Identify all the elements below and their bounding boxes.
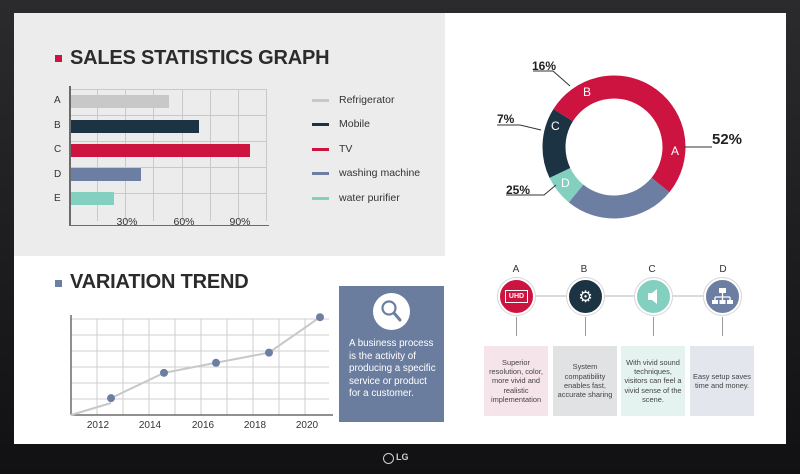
callout-line-c xyxy=(497,124,542,131)
category-label: B xyxy=(54,120,61,131)
trend-year-label: 2016 xyxy=(191,420,215,431)
bar-b xyxy=(71,120,199,133)
legend-swatch xyxy=(312,197,329,200)
title-marker xyxy=(55,55,62,62)
display-screen: SALES STATISTICS GRAPH A B C D E 30% 60%… xyxy=(14,13,786,444)
feature-letter-a: A xyxy=(512,264,520,275)
trend-title: VARIATION TREND xyxy=(70,271,249,293)
callout-line-b xyxy=(533,70,571,87)
uhd-icon: UHD xyxy=(498,278,535,315)
legend-swatch xyxy=(312,123,329,126)
category-label: A xyxy=(54,95,61,106)
trend-point xyxy=(212,358,220,367)
feature-card-c: With vivid sound techniques, visitors ca… xyxy=(621,346,685,416)
feature-letter-c: C xyxy=(648,264,656,275)
callout-line-d xyxy=(506,184,557,196)
feature-connector-line xyxy=(722,317,723,336)
category-label: C xyxy=(54,144,62,155)
feature-connector-line xyxy=(585,317,586,336)
feature-connector-line xyxy=(516,317,517,336)
category-label: D xyxy=(54,169,62,180)
slice-label-a: A xyxy=(671,144,679,158)
bar-chart-x-axis xyxy=(69,225,269,226)
slice-label-c: C xyxy=(551,119,560,133)
legend-swatch xyxy=(312,148,329,151)
bar-a xyxy=(71,95,169,108)
feature-letter-b: B xyxy=(580,264,588,275)
x-tick-label: 30% xyxy=(116,216,138,228)
bar-c xyxy=(71,144,250,157)
magnifier-icon xyxy=(373,293,410,330)
trend-chart xyxy=(70,313,333,416)
trend-line xyxy=(110,316,321,400)
donut-chart: A D C B xyxy=(497,70,712,219)
sales-title: SALES STATISTICS GRAPH xyxy=(70,47,330,69)
bar-chart-y-axis xyxy=(69,86,71,226)
network-icon xyxy=(704,278,741,315)
lg-logo-icon xyxy=(383,453,394,464)
category-label: E xyxy=(54,193,61,204)
business-process-card: A business process is the activity of pr… xyxy=(339,286,444,422)
trend-year-label: 2018 xyxy=(243,420,267,431)
feature-card-d: Easy setup saves time and money. xyxy=(690,346,754,416)
x-tick-label: 60% xyxy=(173,216,195,228)
gear-icon: ⚙ xyxy=(567,278,604,315)
legend-swatch xyxy=(312,99,329,102)
bar-d xyxy=(71,168,141,181)
trend-point xyxy=(265,348,273,357)
trend-point xyxy=(107,394,115,403)
slice-label-b: B xyxy=(583,85,591,99)
feature-letter-d: D xyxy=(719,264,727,275)
speaker-icon xyxy=(635,278,672,315)
features-connector xyxy=(515,295,723,297)
x-tick-label: 90% xyxy=(229,216,251,228)
slice-percent-b: 16% xyxy=(532,59,557,73)
slice-percent-a: 52% xyxy=(712,131,743,148)
slice-percent-c: 7% xyxy=(497,112,515,126)
slice-label-d: D xyxy=(561,176,570,190)
donut-slice-c xyxy=(542,75,686,219)
business-process-text: A business process is the activity of pr… xyxy=(349,338,436,400)
trend-point xyxy=(160,368,168,377)
feature-connector-line xyxy=(653,317,654,336)
trend-point xyxy=(316,313,324,322)
title-marker xyxy=(55,280,62,287)
sales-panel: SALES STATISTICS GRAPH A B C D E 30% 60%… xyxy=(14,13,445,256)
trend-year-label: 2012 xyxy=(86,420,110,431)
slice-percent-d: 25% xyxy=(506,183,531,197)
feature-card-b: System compatibility enables fast, accur… xyxy=(553,346,617,416)
trend-year-label: 2020 xyxy=(295,420,319,431)
feature-card-a: Superior resolution, color, more vivid a… xyxy=(484,346,548,416)
trend-year-label: 2014 xyxy=(138,420,162,431)
trend-line-lead xyxy=(70,402,112,416)
legend-swatch xyxy=(312,172,329,175)
trend-grid xyxy=(71,318,329,415)
bar-e xyxy=(71,192,114,205)
